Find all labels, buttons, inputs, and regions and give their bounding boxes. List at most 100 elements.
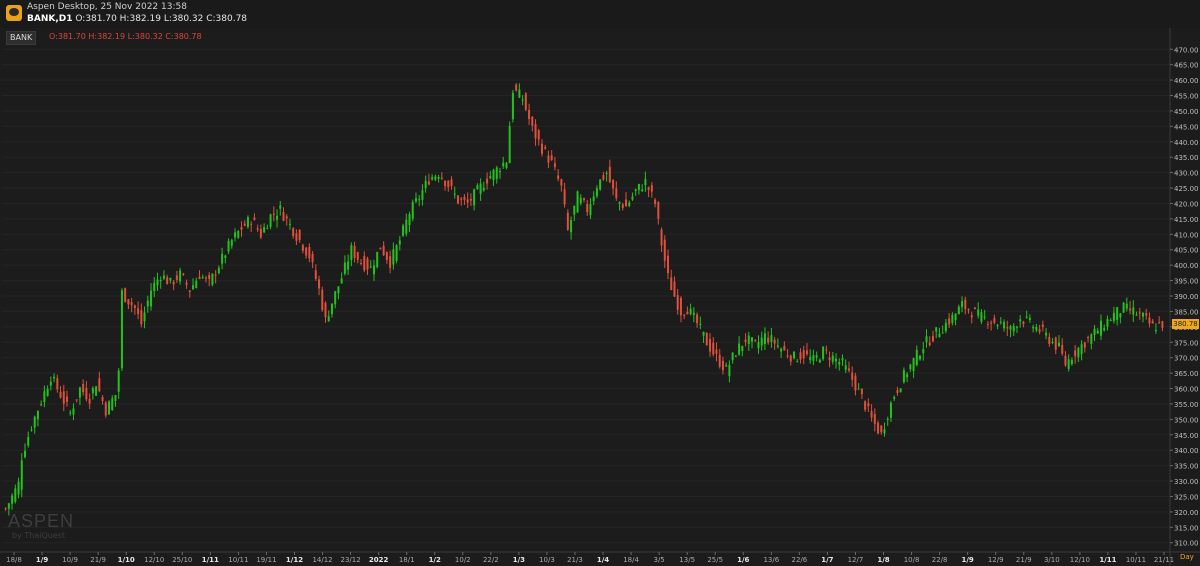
- candle-body: [747, 335, 750, 345]
- candle-body: [424, 180, 427, 189]
- candle-body: [835, 358, 838, 362]
- candle-body: [169, 277, 172, 281]
- chart-grid: [2, 48, 1170, 544]
- candle-body: [204, 277, 207, 279]
- candle-body: [376, 251, 379, 268]
- candle-body: [369, 266, 372, 268]
- symbol-timeframe: BANK,D1: [27, 14, 73, 24]
- candle-body: [230, 239, 233, 246]
- candle-body: [111, 398, 114, 411]
- candle-body: [980, 312, 983, 322]
- candle-body: [828, 357, 831, 361]
- candle-body: [124, 288, 127, 302]
- candle-body: [182, 273, 185, 275]
- candle-body: [17, 482, 20, 495]
- candle-body: [592, 196, 595, 201]
- x-tick-label: 1/7: [821, 556, 833, 564]
- y-tick-label: 320.00: [1174, 509, 1199, 517]
- candle-body: [98, 378, 101, 392]
- candle-body: [502, 162, 505, 167]
- candle-body: [91, 388, 94, 394]
- candle-body: [95, 386, 98, 396]
- candle-body: [476, 185, 479, 190]
- candle-body: [854, 375, 857, 391]
- candle-body: [282, 211, 285, 221]
- candle-body: [799, 352, 802, 360]
- candle-body: [24, 450, 27, 458]
- y-tick-label: 440.00: [1174, 139, 1199, 147]
- y-tick-label: 445.00: [1174, 123, 1199, 131]
- candle-body: [72, 408, 75, 415]
- candle-body: [686, 311, 689, 315]
- x-tick-label: 14/12: [312, 556, 332, 564]
- candle-body: [825, 349, 828, 351]
- candle-body: [486, 178, 489, 184]
- candle-body: [1067, 359, 1070, 369]
- candle-body: [479, 183, 482, 194]
- candle-body: [705, 332, 708, 346]
- candle-body: [783, 345, 786, 351]
- candle-body: [214, 274, 217, 276]
- candle-body: [82, 383, 85, 393]
- candle-body: [553, 163, 556, 168]
- candle-body: [1064, 355, 1067, 366]
- candle-body: [1148, 317, 1151, 324]
- candle-body: [114, 394, 117, 401]
- candle-body: [657, 202, 660, 219]
- y-tick-label: 360.00: [1174, 386, 1199, 394]
- symbol-badge[interactable]: BANK: [6, 31, 37, 45]
- candle-body: [243, 223, 246, 226]
- candle-body: [108, 401, 111, 415]
- candle-body: [938, 333, 941, 338]
- candle-body: [608, 166, 611, 183]
- candle-body: [515, 84, 518, 91]
- candle-body: [654, 199, 657, 204]
- x-tick-label: 1/8: [877, 556, 889, 564]
- candle-body: [673, 281, 676, 297]
- candle-body: [534, 124, 537, 139]
- candle-body: [66, 396, 69, 402]
- candle-body: [469, 198, 472, 201]
- candle-body: [120, 290, 123, 369]
- y-tick-label: 435.00: [1174, 154, 1199, 162]
- candle-body: [909, 364, 912, 370]
- candle-body: [893, 396, 896, 399]
- candle-body: [864, 401, 867, 410]
- candle-body: [931, 335, 934, 342]
- candle-body: [1093, 328, 1096, 335]
- candle-body: [1032, 326, 1035, 329]
- candle-body: [831, 355, 834, 362]
- candle-body: [599, 179, 602, 190]
- y-tick-label: 400.00: [1174, 262, 1199, 270]
- candle-body: [117, 370, 120, 392]
- candle-body: [314, 270, 317, 279]
- candle-body: [1074, 350, 1077, 357]
- candle-body: [321, 289, 324, 311]
- candle-body: [986, 324, 989, 326]
- candle-body: [744, 339, 747, 342]
- candle-body: [1087, 337, 1090, 339]
- period-label[interactable]: Day: [1180, 553, 1194, 561]
- candle-body: [172, 281, 175, 285]
- x-tick-label: 13/6: [763, 556, 779, 564]
- candle-body: [431, 177, 434, 180]
- candle-body: [137, 308, 140, 315]
- date-axis: 18/8 1/9 10/9 21/9 1/10 12/10 25/10 1/11 10/11 19…: [0, 551, 1200, 564]
- candle-body: [757, 342, 760, 349]
- candle-body: [4, 508, 7, 510]
- y-tick-label: 330.00: [1174, 478, 1199, 486]
- symbol-ohlc-readout: BANK,D1 O:381.70 H:382.19 L:380.32 C:380…: [27, 14, 247, 24]
- candle-body: [179, 270, 182, 282]
- x-tick-label: 1/11: [202, 556, 219, 564]
- x-tick-label: 1/4: [597, 556, 609, 564]
- candle-body: [883, 429, 886, 434]
- candle-body: [234, 232, 237, 238]
- candle-body: [56, 378, 59, 390]
- candle-body: [612, 179, 615, 189]
- candle-body: [637, 183, 640, 190]
- price-chart[interactable]: 470.00 465.00 460.00 455.00 450.00 445.00 440.…: [0, 28, 1200, 566]
- x-tick-label: 22/8: [932, 556, 948, 564]
- candle-body: [712, 342, 715, 355]
- x-tick-label: 21/9: [90, 556, 106, 564]
- candle-body: [36, 410, 39, 420]
